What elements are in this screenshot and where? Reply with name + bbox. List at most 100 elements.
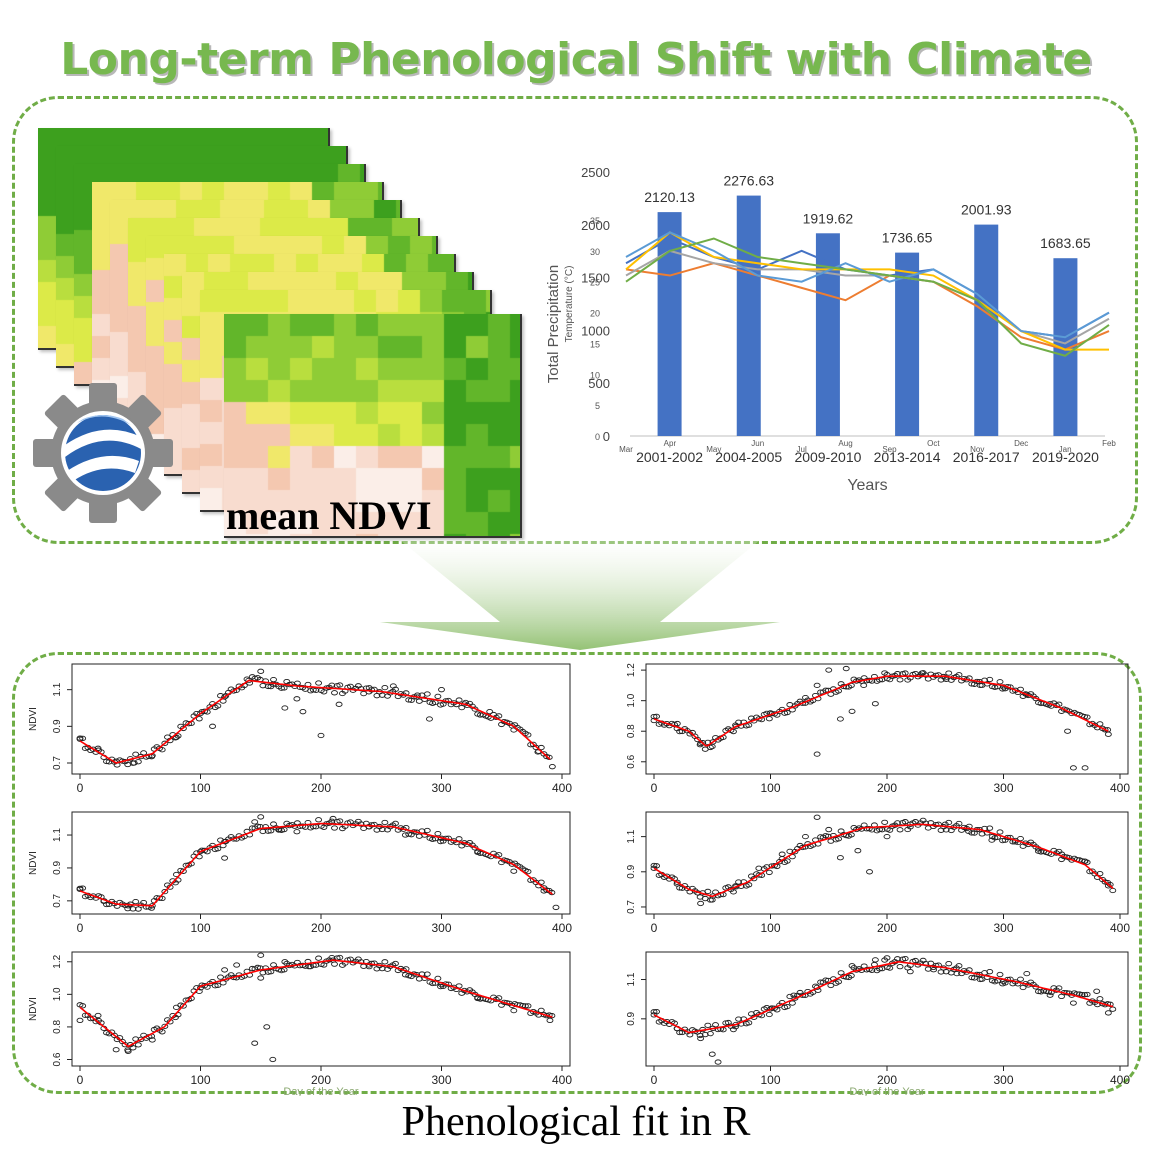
ndvi-point bbox=[132, 898, 140, 905]
ndvi-point bbox=[866, 869, 873, 875]
y-tick-label: 1.0 bbox=[52, 987, 63, 1001]
ndvi-point bbox=[267, 969, 275, 975]
y-axis-title: NDVI bbox=[28, 851, 39, 875]
month-label: Aug bbox=[838, 439, 852, 448]
ndvi-point bbox=[836, 716, 844, 722]
ndvi-point bbox=[214, 982, 222, 988]
ndvi-point bbox=[860, 682, 868, 689]
ndvi-point bbox=[336, 818, 344, 824]
x-tick-label: 100 bbox=[190, 1073, 210, 1087]
ndvi-point bbox=[389, 683, 397, 689]
ndvi-point bbox=[763, 1005, 771, 1011]
ndvi-point bbox=[918, 670, 926, 676]
ndvi-point bbox=[423, 971, 431, 977]
ndvi-point bbox=[381, 819, 389, 826]
ndvi-point bbox=[996, 829, 1004, 835]
temp-tick-label: 0 bbox=[595, 432, 600, 442]
ndvi-point bbox=[257, 668, 265, 674]
ndvi-point bbox=[134, 1042, 142, 1048]
ndvi-point bbox=[825, 667, 833, 673]
ndvi-point bbox=[357, 959, 365, 965]
x-tick-label: 200 bbox=[311, 781, 331, 795]
ndvi-point bbox=[708, 743, 716, 750]
y-tick-label: 0.9 bbox=[626, 1011, 637, 1025]
ndvi-point bbox=[221, 855, 229, 861]
ndvi-point bbox=[976, 682, 984, 689]
ndvi-point bbox=[1104, 1010, 1112, 1016]
ndvi-point bbox=[930, 967, 938, 973]
x-tick-label: 200 bbox=[311, 1073, 331, 1087]
ndvi-point bbox=[825, 826, 833, 833]
precipitation-bar bbox=[657, 212, 682, 436]
ndvi-point bbox=[251, 819, 259, 825]
ndvi-point bbox=[510, 868, 518, 874]
ndvi-point bbox=[214, 846, 222, 852]
bar-data-label: 2120.13 bbox=[644, 189, 695, 205]
ndvi-point bbox=[280, 685, 288, 691]
ndvi-point bbox=[650, 1009, 658, 1015]
ndvi-label: mean NDVI bbox=[226, 493, 432, 538]
ndvi-point bbox=[783, 709, 791, 716]
ndvi-point bbox=[524, 732, 532, 738]
ndvi-point bbox=[331, 690, 338, 696]
x-tick-label: 300 bbox=[431, 921, 451, 935]
x-tick-label: 400 bbox=[552, 921, 572, 935]
ndvi-point bbox=[854, 848, 862, 854]
phenology-fit-curve bbox=[653, 675, 1109, 747]
ndvi-point bbox=[976, 976, 984, 983]
temp-tick-label: 5 bbox=[595, 401, 600, 411]
precipitation-bar bbox=[815, 233, 840, 436]
ndvi-point bbox=[694, 736, 702, 743]
ndvi-point bbox=[357, 821, 365, 827]
ndvi-point bbox=[336, 682, 344, 688]
x-tick-label: 300 bbox=[431, 781, 451, 795]
plot-frame bbox=[71, 951, 571, 1067]
ndvi-point bbox=[121, 1042, 129, 1048]
ndvi-point bbox=[315, 817, 323, 823]
month-label: Dec bbox=[1014, 439, 1028, 448]
ndvi-point bbox=[1083, 991, 1091, 998]
x-tick-label: 0 bbox=[77, 781, 84, 795]
x-category-label: 2004-2005 bbox=[715, 449, 782, 465]
ndvi-point bbox=[788, 1000, 796, 1006]
ndvi-point bbox=[312, 687, 320, 693]
ndvi-point bbox=[988, 837, 996, 843]
ndvi-point bbox=[676, 728, 684, 735]
ndvi-point bbox=[251, 1040, 259, 1046]
ndvi-point bbox=[799, 992, 807, 998]
ndvi-point bbox=[955, 672, 963, 678]
ndvi-point bbox=[510, 1007, 518, 1014]
ndvi-point bbox=[426, 716, 433, 722]
ndvi-point bbox=[942, 827, 950, 833]
bar-data-label: 2001.93 bbox=[961, 202, 1012, 218]
ndvi-point bbox=[495, 852, 503, 858]
ndvi-point bbox=[871, 701, 879, 707]
x-axis-title: Years bbox=[847, 477, 887, 494]
ndvi-point bbox=[329, 815, 337, 822]
x-category-label: 2013-2014 bbox=[874, 449, 941, 465]
ndvi-point bbox=[735, 1016, 743, 1022]
temperature-series-line bbox=[625, 237, 1110, 357]
phenology-fit-curve bbox=[79, 959, 553, 1048]
y-tick-label: 0.6 bbox=[626, 754, 637, 768]
ndvi-point bbox=[1096, 871, 1104, 877]
ndvi-point bbox=[546, 1017, 554, 1024]
ndvi-point bbox=[455, 697, 463, 703]
ndvi-point bbox=[996, 679, 1004, 685]
ndvi-point bbox=[270, 676, 277, 683]
ndvi-point bbox=[257, 814, 265, 820]
ndvi-point bbox=[778, 851, 786, 857]
ndvi-point bbox=[161, 740, 169, 746]
ndvi-point bbox=[179, 725, 187, 732]
google-earth-engine-gear-icon bbox=[33, 383, 173, 523]
ndvi-point bbox=[1023, 970, 1031, 977]
ndvi-point bbox=[1046, 701, 1054, 707]
phenology-fit-panel bbox=[12, 652, 1142, 1094]
ndvi-point bbox=[124, 906, 132, 912]
ndvi-point bbox=[799, 700, 807, 706]
temp-tick-label: 15 bbox=[590, 339, 600, 349]
ndvi-point bbox=[1046, 992, 1054, 998]
x-tick-label: 400 bbox=[1110, 1073, 1130, 1087]
ndvi-point bbox=[401, 972, 409, 978]
y-tick-label: 1.2 bbox=[52, 954, 63, 968]
